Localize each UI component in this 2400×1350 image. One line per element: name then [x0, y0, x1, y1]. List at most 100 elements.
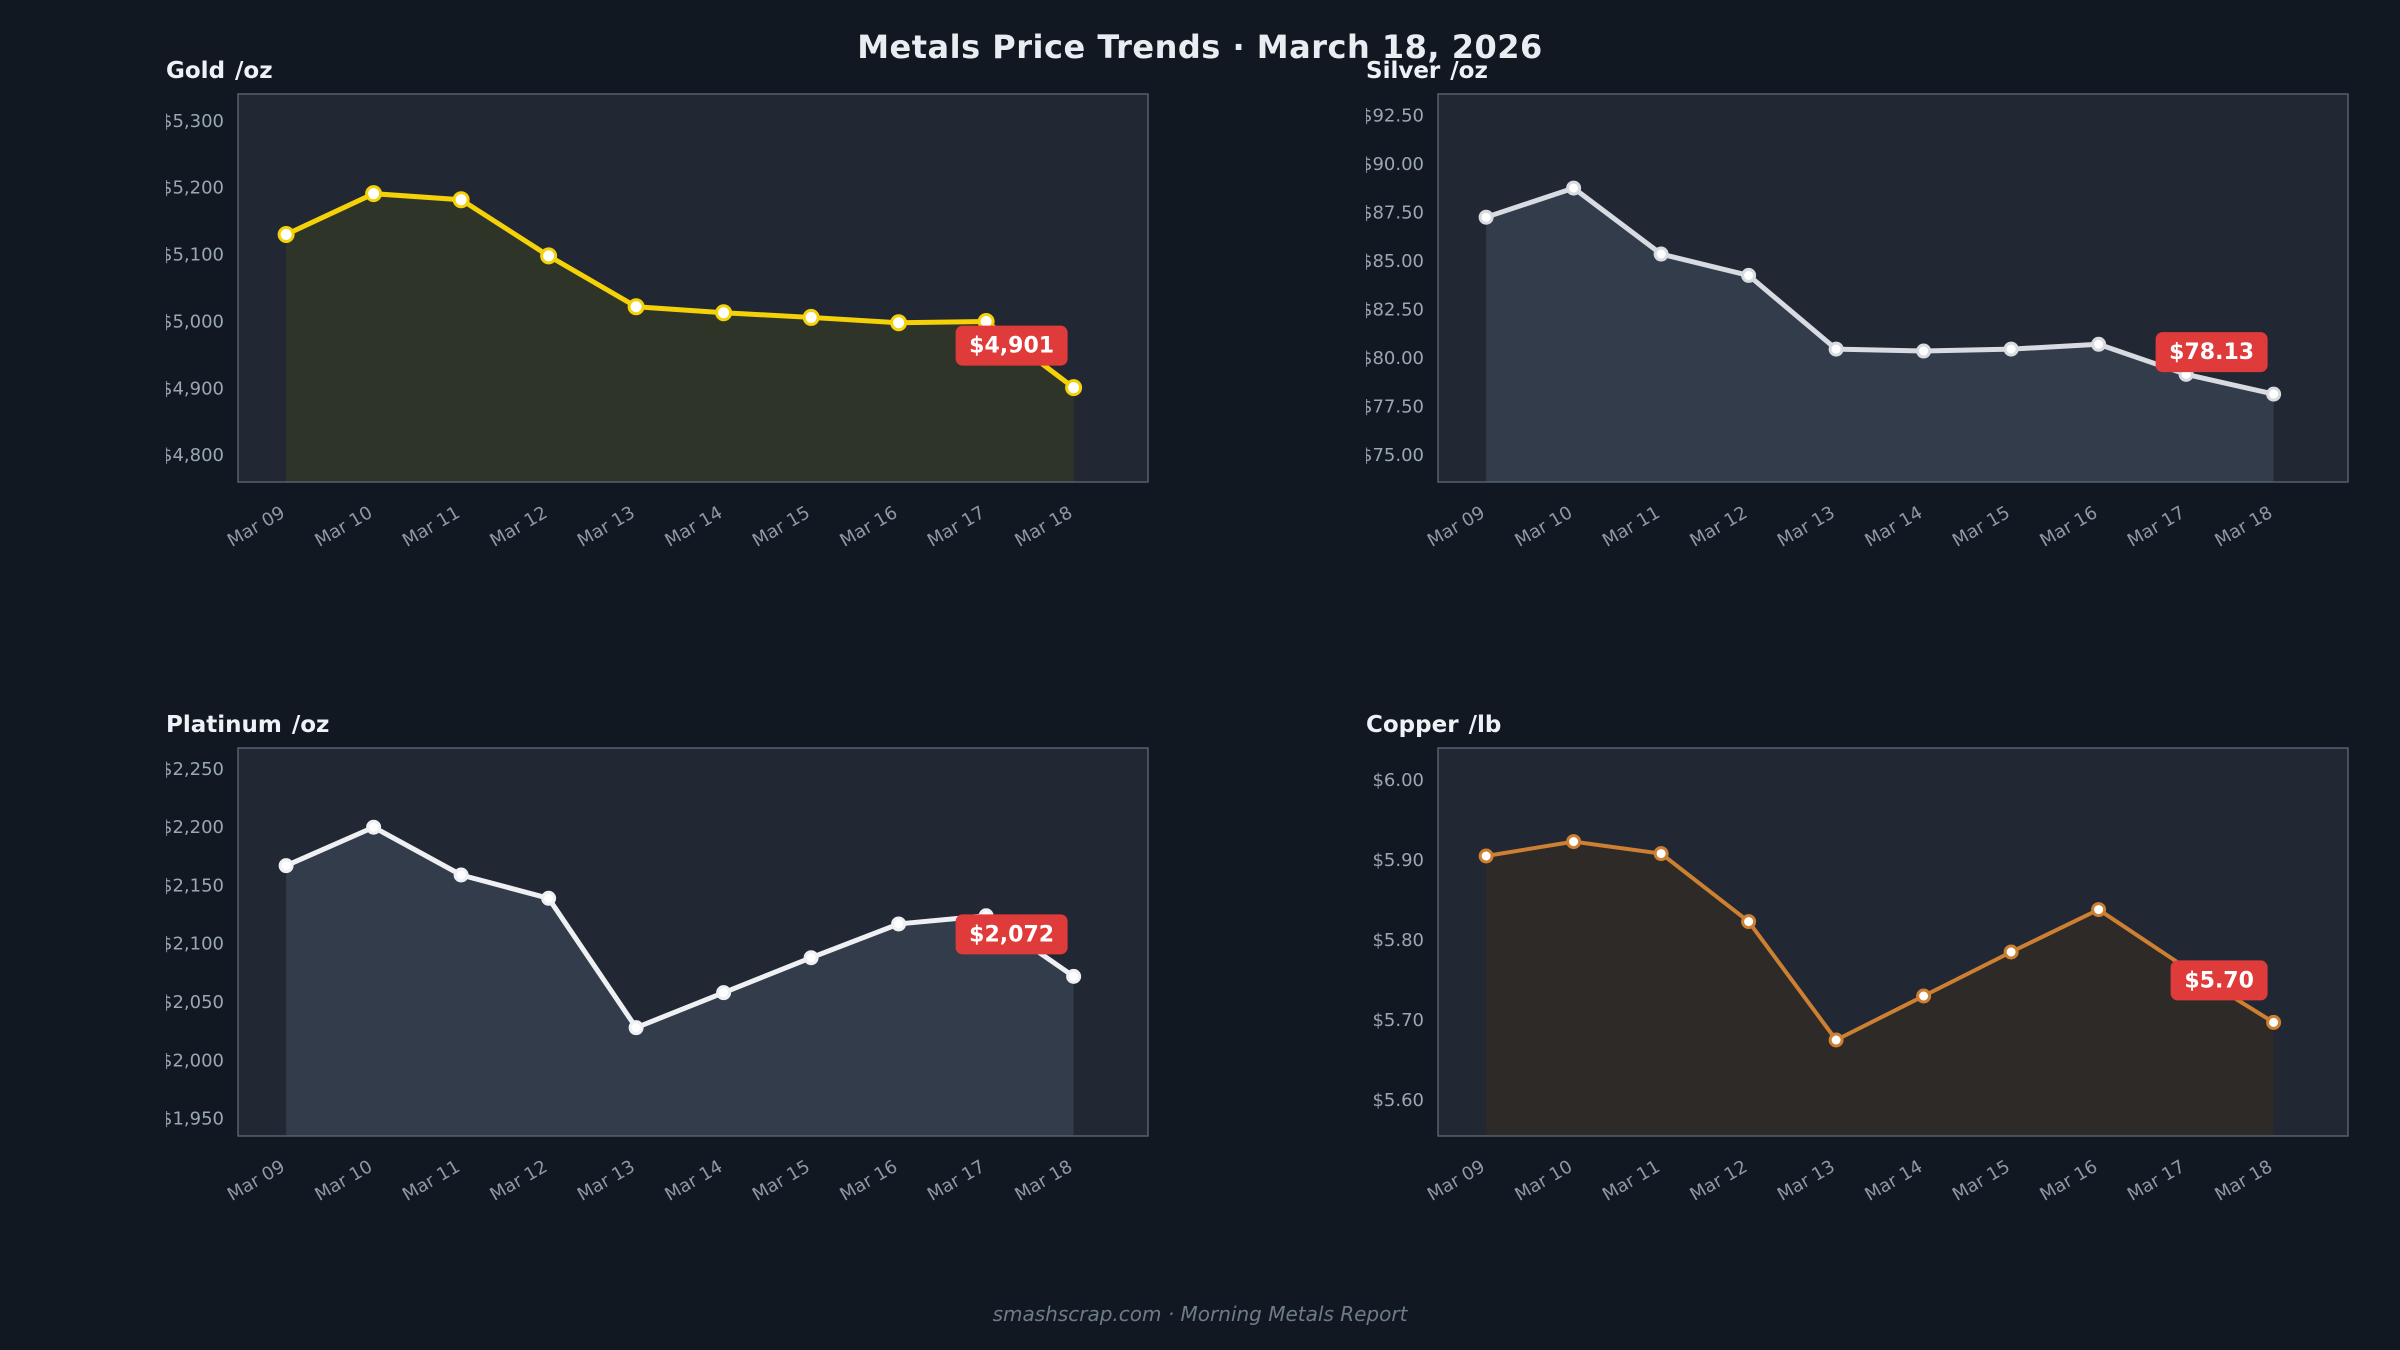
panel-gold: Gold/oz $4,800 $4,900 $5,000 $5,100 $5,200 $5… — [166, 58, 1166, 618]
x-tick-label: Mar 11 — [1599, 1156, 1664, 1205]
x-tick-label: Mar 10 — [311, 1156, 376, 1205]
x-tick-label: Mar 15 — [1949, 1156, 2014, 1205]
data-point-marker — [2003, 944, 2019, 960]
badge-background — [955, 325, 1068, 366]
y-tick-label: $5,300 — [166, 111, 224, 132]
panel-title-silver-text: Silver — [1366, 58, 1441, 84]
area-fill-copper — [1486, 841, 2274, 1136]
last-value-badge-copper: $5.70 — [2170, 960, 2268, 1001]
y-tick-label: $4,900 — [166, 378, 224, 399]
data-point-marker — [1741, 267, 1757, 283]
x-tick-label: Mar 14 — [661, 1156, 726, 1205]
area-fill-gold — [286, 193, 1074, 482]
x-tick-label: Mar 13 — [574, 1156, 639, 1205]
axis-frame — [237, 747, 1149, 1137]
panel-unit-copper: /lb — [1468, 712, 1502, 738]
chart-platinum[interactable]: $1,950 $2,000 $2,050 $2,100 $2,150 $2,200 $2,2… — [166, 734, 1166, 1254]
y-tick-label: $4,800 — [166, 445, 224, 466]
x-tick-label: Mar 09 — [1424, 1156, 1489, 1205]
data-point-marker — [1566, 180, 1582, 196]
x-tick-label: Mar 12 — [486, 1156, 551, 1205]
series-line-silver — [1483, 185, 2277, 397]
chart-copper[interactable]: $5.60 $5.70 $5.80 $5.90 $6.00 Mar 09 Mar 10 Mar… — [1366, 734, 2366, 1254]
y-tick-label: $5.80 — [1372, 930, 1424, 951]
data-point-marker — [541, 890, 557, 906]
x-tick-label: Mar 13 — [574, 502, 639, 551]
plot-area-silver: $75.00 $77.50 $80.00 $82.50 $85.00 $87.50 $90.… — [1366, 93, 2349, 552]
data-point-marker — [627, 298, 645, 316]
y-tick-label: $5,200 — [166, 178, 224, 199]
data-point-marker — [1741, 914, 1757, 930]
x-tick-label: Mar 16 — [836, 502, 901, 551]
x-tick-label: Mar 10 — [1511, 1156, 1576, 1205]
plot-area-platinum: $1,950 $2,000 $2,050 $2,100 $2,150 $2,200 $2,2… — [166, 747, 1149, 1206]
x-tick-label: Mar 18 — [2211, 1156, 2276, 1205]
x-tick-label: Mar 14 — [1861, 1156, 1926, 1205]
x-tick-label: Mar 14 — [1861, 502, 1926, 551]
x-tick-label: Mar 17 — [924, 502, 989, 551]
y-tick-label: $6.00 — [1372, 770, 1424, 791]
y-tick-label: $5,000 — [166, 311, 224, 332]
data-point-marker — [715, 304, 733, 322]
x-tick-label: Mar 09 — [1424, 502, 1489, 551]
data-point-marker — [1566, 834, 1582, 850]
x-tick-label: Mar 16 — [836, 1156, 901, 1205]
y-tick-label: $2,100 — [166, 934, 224, 955]
plot-area-gold: $4,800 $4,900 $5,000 $5,100 $5,200 $5,300 Mar … — [166, 93, 1149, 552]
data-point-marker — [716, 985, 732, 1001]
data-point-marker — [2266, 386, 2282, 402]
x-tick-label: Mar 14 — [661, 502, 726, 551]
y-tick-label: $77.50 — [1366, 396, 1424, 417]
data-point-marker — [1653, 846, 1669, 862]
x-tick-label: Mar 09 — [224, 1156, 289, 1205]
data-point-marker — [2266, 1014, 2282, 1030]
series-line-platinum — [283, 824, 1077, 1031]
last-value-badge-platinum: $2,072 — [955, 914, 1068, 955]
data-point-marker — [803, 950, 819, 966]
last-value-badge-silver: $78.13 — [2155, 332, 2268, 373]
panel-unit-platinum: /oz — [291, 712, 330, 738]
axis-frame — [1437, 93, 2349, 483]
y-tick-label: $75.00 — [1366, 445, 1424, 466]
x-tick-label: Mar 16 — [2036, 502, 2101, 551]
data-point-marker — [2091, 902, 2107, 918]
page-title: Metals Price Trends · March 18, 2026 — [857, 28, 1543, 66]
data-point-marker — [628, 1020, 644, 1036]
data-point-marker — [2003, 341, 2019, 357]
badge-background — [2170, 960, 2268, 1001]
x-tick-label: Mar 10 — [1511, 502, 1576, 551]
x-tick-label: Mar 17 — [924, 1156, 989, 1205]
data-point-marker — [1478, 209, 1494, 225]
data-point-marker — [1653, 246, 1669, 262]
data-point-marker — [1828, 341, 1844, 357]
x-tick-label: Mar 17 — [2124, 502, 2189, 551]
badge-label: $5.70 — [2184, 968, 2254, 993]
x-tick-label: Mar 15 — [1949, 502, 2014, 551]
panel-title-platinum-text: Platinum — [166, 712, 282, 738]
chart-silver[interactable]: $75.00 $77.50 $80.00 $82.50 $85.00 $87.50 $90.… — [1366, 80, 2366, 600]
x-tick-label: Mar 09 — [224, 502, 289, 551]
y-tick-label: $5.90 — [1372, 850, 1424, 871]
x-tick-label: Mar 18 — [1011, 502, 1076, 551]
y-tick-label: $5.70 — [1372, 1010, 1424, 1031]
badge-label: $2,072 — [969, 922, 1054, 947]
x-tick-label: Mar 17 — [2124, 1156, 2189, 1205]
y-tick-label: $90.00 — [1366, 154, 1424, 175]
x-tick-label: Mar 11 — [1599, 502, 1664, 551]
y-tick-label: $2,000 — [166, 1050, 224, 1071]
chart-gold[interactable]: $4,800 $4,900 $5,000 $5,100 $5,200 $5,300 Mar … — [166, 80, 1166, 600]
x-tick-label: Mar 10 — [311, 502, 376, 551]
panel-unit-gold: /oz — [235, 58, 273, 84]
data-point-marker — [891, 916, 907, 932]
x-tick-label: Mar 13 — [1774, 502, 1839, 551]
axis-frame — [1437, 747, 2349, 1137]
data-point-marker — [2091, 336, 2107, 352]
panel-platinum: Platinum/oz $1,950 $2,000 $2,050 $2,100 $2,1… — [166, 712, 1166, 1272]
data-point-marker — [453, 867, 469, 883]
x-tick-label: Mar 18 — [2211, 502, 2276, 551]
y-tick-label: $2,200 — [166, 817, 224, 838]
y-tick-label: $5.60 — [1372, 1090, 1424, 1111]
footer-attribution: smashscrap.com · Morning Metals Report — [992, 1302, 1408, 1326]
badge-label: $78.13 — [2169, 340, 2254, 365]
